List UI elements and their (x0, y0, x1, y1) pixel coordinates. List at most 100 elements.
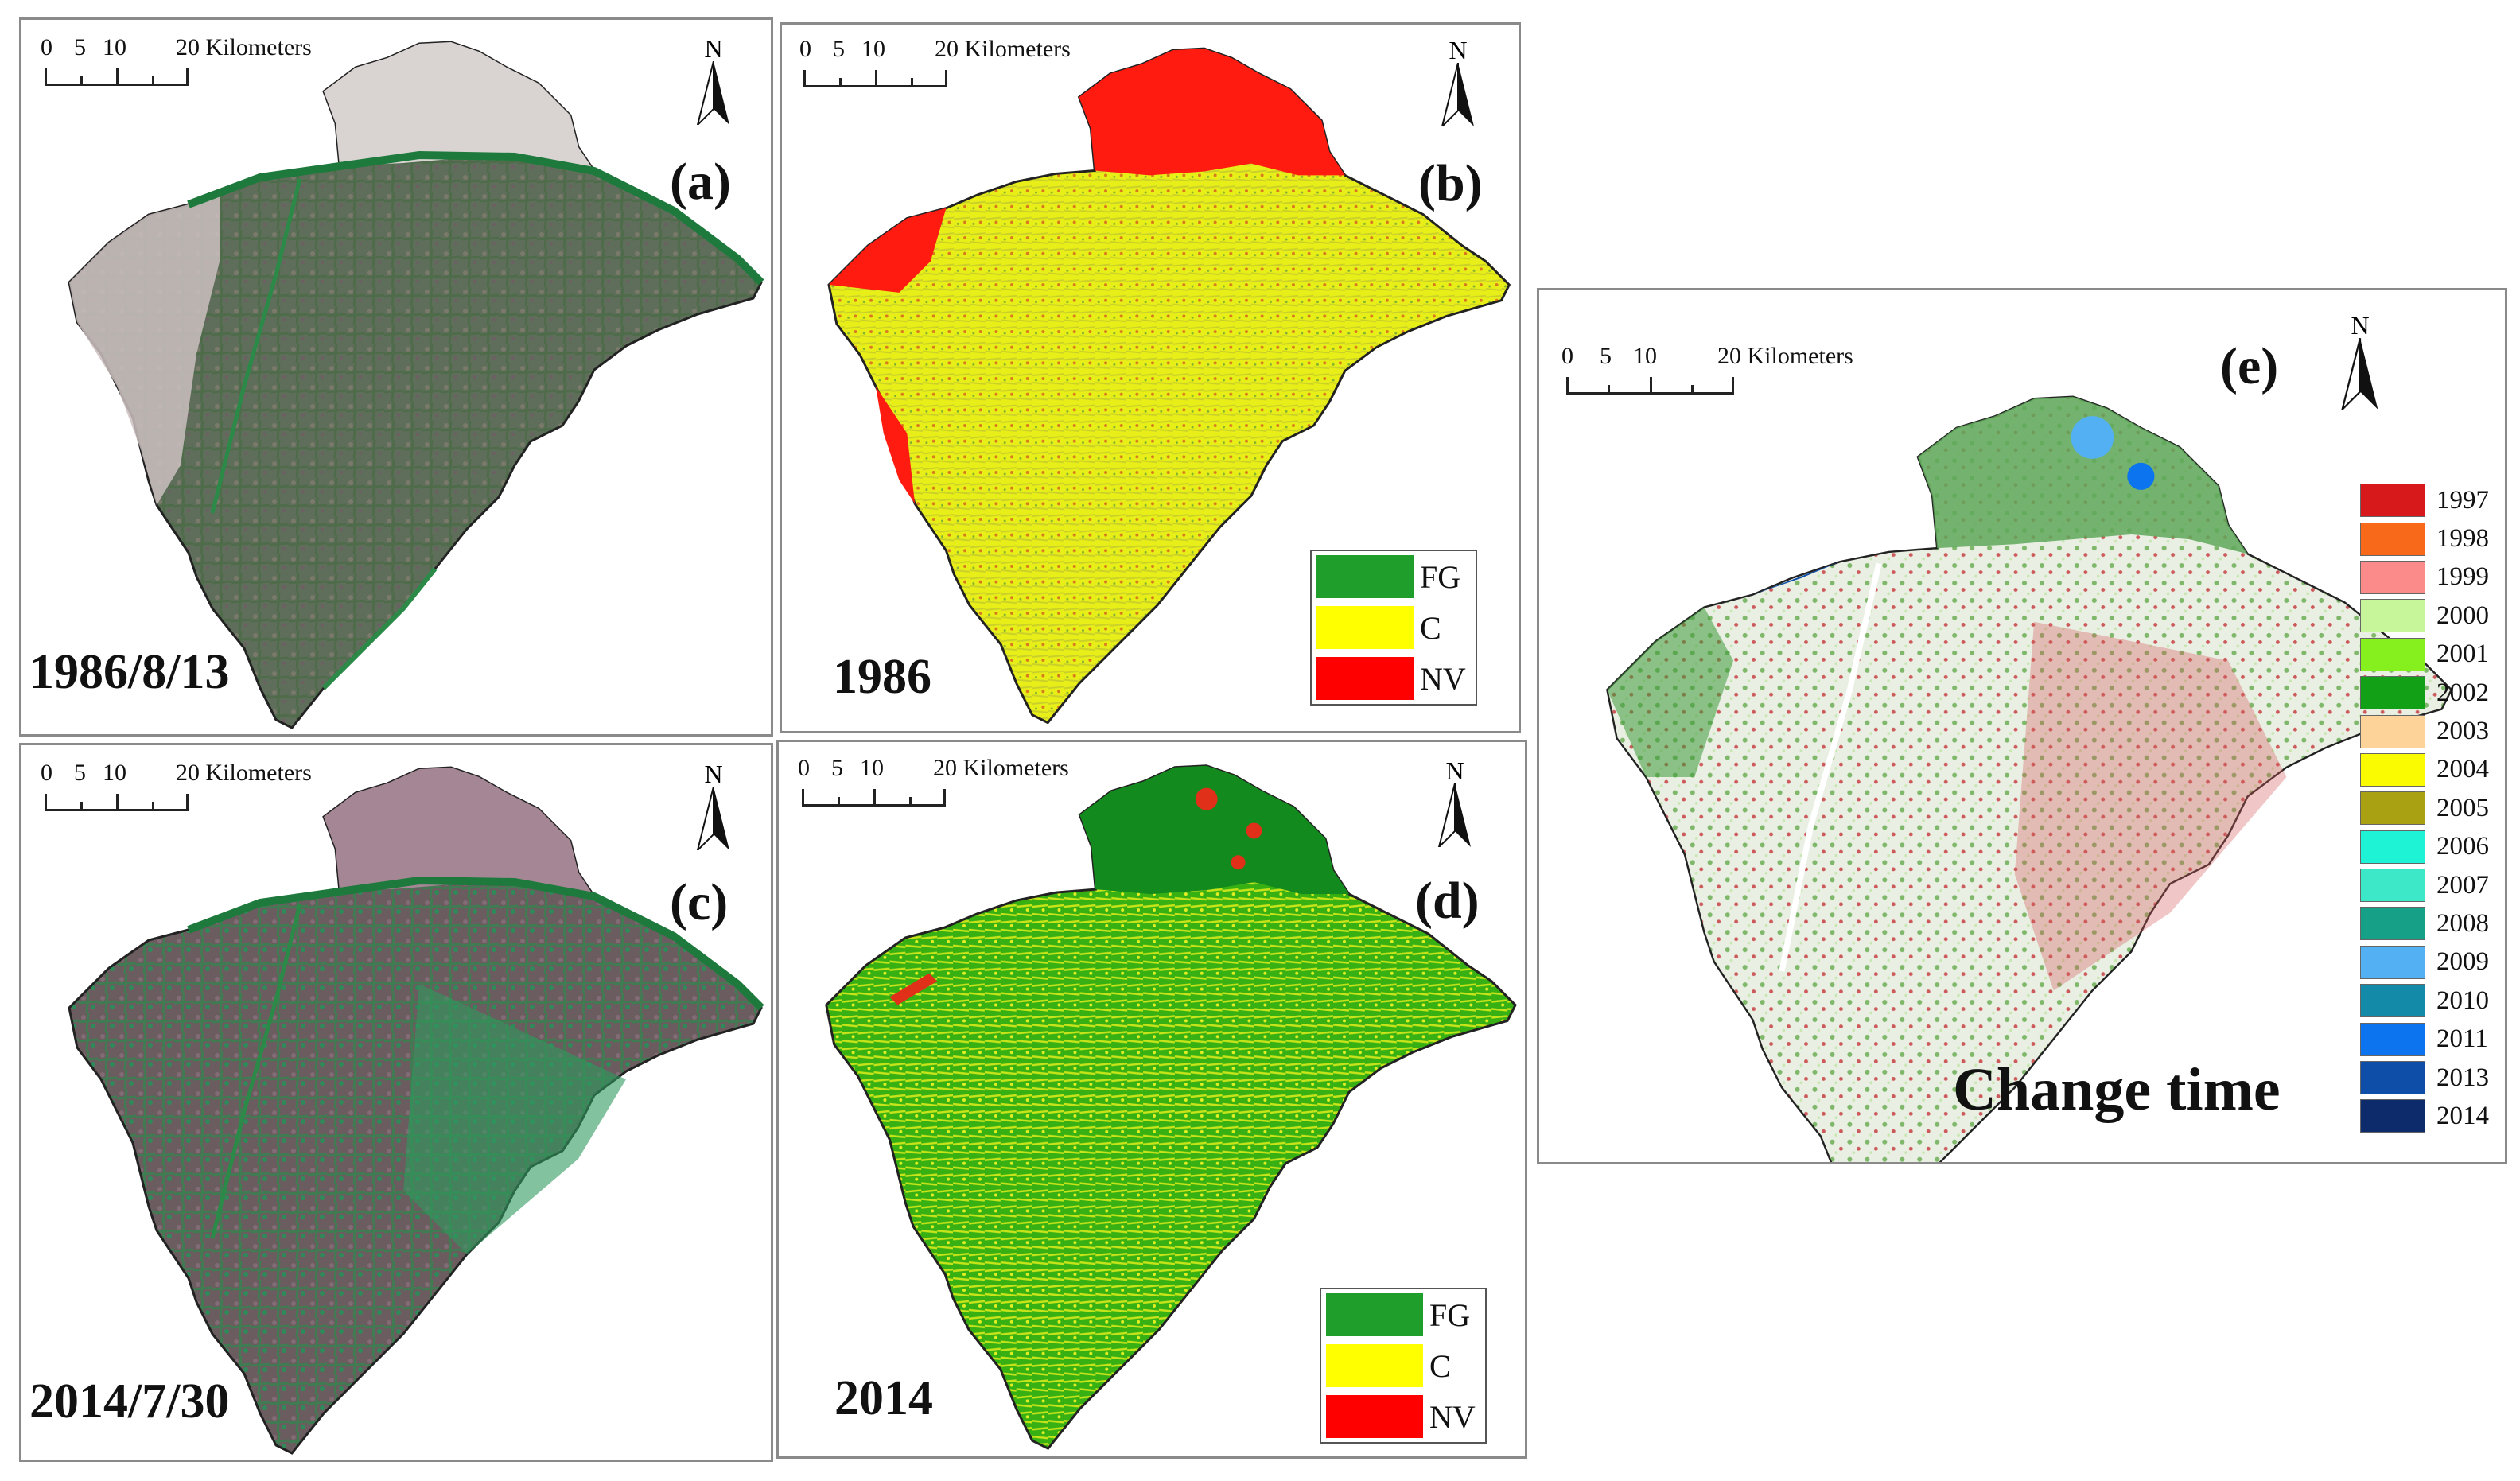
legend-swatch (1316, 555, 1414, 598)
class-legend: FG C NV (1320, 1288, 1487, 1444)
panel-c: 0 5 10 20 Kilometers N (c) 2014/7/30 (19, 743, 773, 1462)
legend-item-2008: 2008 (2360, 904, 2489, 943)
legend-item-2000: 2000 (2360, 597, 2489, 635)
scale-tick-20: 20 Kilometers (935, 36, 1071, 62)
legend-item-1997: 1997 (2360, 481, 2489, 519)
satellite-map-1986 (68, 41, 764, 729)
legend-item-c: C (1312, 602, 1476, 653)
north-arrow-icon (696, 786, 729, 853)
date-label-b: 1986 (833, 650, 931, 704)
scale-tick-5: 5 (74, 34, 86, 60)
legend-item-2004: 2004 (2360, 751, 2489, 789)
legend-item-1999: 1999 (2360, 558, 2489, 597)
legend-item-c: C (1321, 1340, 1485, 1391)
panel-d: 0 5 10 20 Kilometers N (d) 2014 FG C NV (776, 740, 1527, 1459)
legend-swatch (2360, 522, 2425, 556)
legend-item-2010: 2010 (2360, 982, 2489, 1020)
classification-map-1986 (827, 47, 1511, 725)
scale-tick-10: 10 (103, 34, 126, 60)
north-arrow: N (690, 36, 737, 129)
legend-swatch (2360, 484, 2425, 518)
scale-tick-5: 5 (833, 36, 845, 62)
panel-label-d: (d) (1415, 872, 1480, 930)
scale-tick-0: 0 (798, 755, 810, 781)
classification-map-2014 (825, 764, 1517, 1450)
legend-swatch (2360, 599, 2425, 633)
legend-item-2009: 2009 (2360, 943, 2489, 982)
panel-b: 0 5 10 20 Kilometers N (b) 1986 FG C NV (780, 22, 1521, 733)
legend-item-2006: 2006 (2360, 828, 2489, 866)
legend-swatch (2360, 945, 2425, 979)
legend-swatch (2360, 1061, 2425, 1095)
legend-swatch (2360, 752, 2425, 787)
legend-swatch (2360, 984, 2425, 1018)
scale-tick-0: 0 (41, 760, 52, 786)
change-time-map (1606, 395, 2453, 1162)
legend-item-2003: 2003 (2360, 712, 2489, 750)
date-label-d: 2014 (834, 1371, 933, 1425)
legend-swatch (1316, 606, 1414, 649)
panel-label-c: (c) (670, 873, 729, 931)
scale-tick-20: 20 Kilometers (176, 760, 312, 786)
scale-tick-0: 0 (41, 34, 52, 60)
date-label-c: 2014/7/30 (29, 1374, 230, 1429)
panel-e: 0 5 10 20 Kilometers N (e) Change time 1… (1537, 288, 2507, 1164)
scale-tick-20: 20 Kilometers (176, 34, 312, 60)
north-arrow-icon (1437, 783, 1471, 850)
legend-item-2011: 2011 (2360, 1020, 2489, 1058)
scale-tick-10: 10 (861, 36, 885, 62)
legend-swatch (2360, 560, 2425, 594)
legend-swatch (2360, 1022, 2425, 1056)
panel-label-a: (a) (670, 153, 731, 211)
north-arrow: N (1431, 758, 1479, 851)
legend-item-2001: 2001 (2360, 636, 2489, 674)
scale-tick-5: 5 (1600, 343, 1612, 369)
north-arrow-icon (1441, 62, 1474, 130)
legend-swatch (2360, 869, 2425, 903)
date-label-a: 1986/8/13 (29, 645, 230, 699)
north-arrow-icon (696, 60, 729, 128)
scale-tick-5: 5 (831, 755, 843, 781)
legend-swatch (1326, 1293, 1423, 1336)
panel-a: 0 5 10 20 Kilometers N (a) 1986/8/13 (19, 17, 773, 737)
map-title: Change time (1953, 1056, 2281, 1123)
legend-item-nv: NV (1312, 653, 1476, 704)
legend-item-2002: 2002 (2360, 674, 2489, 712)
north-arrow: N (690, 761, 737, 854)
scale-tick-5: 5 (74, 760, 86, 786)
north-arrow-icon (2340, 337, 2378, 413)
legend-swatch (2360, 830, 2425, 864)
scale-bar: 0 5 10 20 Kilometers (799, 36, 1071, 87)
scale-bar: 0 5 10 20 Kilometers (798, 755, 1069, 807)
legend-item-2005: 2005 (2360, 789, 2489, 827)
scale-tick-20: 20 Kilometers (1717, 343, 1853, 369)
scale-tick-10: 10 (1633, 343, 1657, 369)
legend-swatch (1326, 1344, 1423, 1387)
legend-item-2014: 2014 (2360, 1097, 2489, 1135)
legend-swatch (2360, 714, 2425, 748)
legend-swatch (2360, 1099, 2425, 1133)
panel-label-b: (b) (1418, 154, 1483, 212)
legend-item-fg: FG (1321, 1289, 1485, 1340)
panel-label-e: (e) (2220, 337, 2279, 395)
scale-tick-10: 10 (860, 755, 884, 781)
scale-tick-20: 20 Kilometers (933, 755, 1069, 781)
legend-item-1998: 1998 (2360, 519, 2489, 558)
scale-bar: 0 5 10 20 Kilometers (41, 760, 312, 811)
legend-swatch (1316, 657, 1414, 700)
legend-item-nv: NV (1321, 1391, 1485, 1442)
year-legend: 1997 1998 1999 2000 2001 2002 2003 2004 … (2360, 481, 2489, 1136)
legend-swatch (2360, 637, 2425, 671)
legend-item-fg: FG (1312, 551, 1476, 602)
legend-swatch (1326, 1395, 1423, 1438)
scale-bar: 0 5 10 20 Kilometers (41, 34, 312, 86)
scale-bar: 0 5 10 20 Kilometers (1561, 343, 1853, 395)
legend-swatch (2360, 907, 2425, 941)
scale-tick-0: 0 (799, 36, 811, 62)
north-arrow: N (2336, 313, 2384, 414)
north-arrow: N (1434, 37, 1482, 130)
legend-item-2007: 2007 (2360, 866, 2489, 904)
satellite-map-2014 (68, 766, 764, 1455)
class-legend: FG C NV (1310, 550, 1477, 706)
legend-swatch (2360, 676, 2425, 710)
